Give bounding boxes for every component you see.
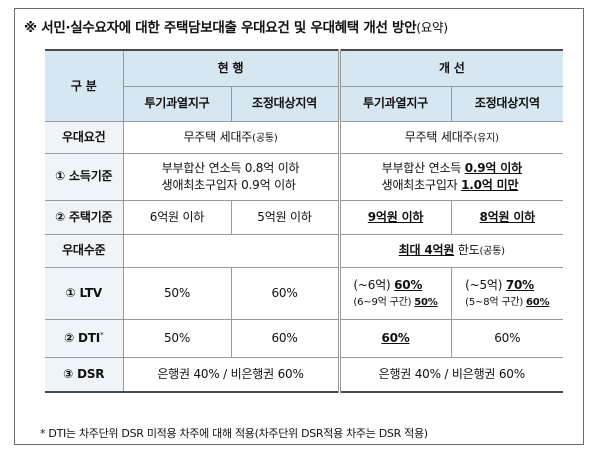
ltv-imp-z1-value2: 50% <box>414 296 438 308</box>
header-row-2: 투기과열지구 조정대상지역 투기과열지구 조정대상지역 <box>45 85 564 122</box>
header-current: 현 행 <box>122 49 341 87</box>
ltv-imp-z1-range1: (~6억) <box>353 277 395 292</box>
requirement-current-note: (공통) <box>252 132 278 144</box>
income-improved-line2a: 생애최초구입자 <box>381 177 462 192</box>
requirement-improved-text: 무주택 세대주 <box>404 129 474 144</box>
label-house: ② 주택기준 <box>45 199 124 235</box>
requirement-improved: 무주택 세대주(유지) <box>338 120 564 154</box>
income-improved-line1b: 0.9억 이하 <box>464 161 522 176</box>
label-ltv: ① LTV <box>45 266 124 320</box>
level-current <box>122 233 341 268</box>
document-frame <box>14 8 584 445</box>
house-improved-zone2-text: 8억원 이하 <box>479 209 536 224</box>
row-level: 우대수준 최대 4억원 한도(공통) <box>45 233 564 268</box>
level-improved-amount: 최대 4억원 <box>398 243 455 258</box>
ltv-imp-z1-value1: 60% <box>394 277 423 292</box>
income-improved: 부부합산 연소득 0.9억 이하 생애최초구입자 1.0억 미만 <box>338 152 564 201</box>
label-dti-footnote-mark: * <box>100 330 104 339</box>
house-current-zone1: 6억원 이하 <box>122 199 232 235</box>
house-improved-zone1: 9억원 이하 <box>338 199 452 235</box>
dti-current-zone1: 50% <box>122 318 232 358</box>
ltv-imp-z2-range2: (5~8억 구간) <box>465 296 527 308</box>
header-improved-zone2: 조정대상지역 <box>450 85 564 122</box>
policy-table: 구 분 현 행 개 선 투기과열지구 조정대상지역 투기과열지구 조정대상지역 … <box>45 49 564 393</box>
header-row-1: 구 분 현 행 개 선 <box>45 49 564 122</box>
income-current: 부부합산 연소득 0.8억 이하 생애최초구입자 0.9억 이하 <box>122 152 341 201</box>
title-suffix: (요약) <box>416 20 448 35</box>
label-income: ① 소득기준 <box>45 152 124 201</box>
ltv-current-zone1: 50% <box>122 266 232 320</box>
requirement-current-text: 무주택 세대주 <box>183 129 253 144</box>
label-dti-text: ② DTI <box>64 330 101 345</box>
house-current-zone2: 5억원 이하 <box>230 199 341 235</box>
dti-current-zone2: 60% <box>230 318 341 358</box>
label-dti: ② DTI* <box>45 318 124 358</box>
level-improved-limit: 한도 <box>454 243 480 258</box>
header-current-zone2: 조정대상지역 <box>230 85 341 122</box>
label-requirement: 우대요건 <box>45 120 124 154</box>
income-current-line2: 생애최초구입자 0.9억 이하 <box>161 177 296 192</box>
ltv-improved-zone1: (~6억) 60% (6~9억 구간) 50% <box>338 266 452 320</box>
ltv-imp-z2-range1: (~5억) <box>465 277 506 292</box>
header-improved-zone1: 투기과열지구 <box>338 85 452 122</box>
footnote: * DTI는 차주단위 DSR 미적용 차주에 대해 적용(차주단위 DSR적용… <box>40 427 428 440</box>
row-dsr: ③ DSR 은행권 40% / 비은행권 60% 은행권 40% / 비은행권 … <box>45 356 564 393</box>
house-improved-zone1-text: 9억원 이하 <box>367 209 424 224</box>
row-requirement: 우대요건 무주택 세대주(공통) 무주택 세대주(유지) <box>45 120 564 154</box>
ltv-imp-z2-value1: 70% <box>505 277 534 292</box>
row-house: ② 주택기준 6억원 이하 5억원 이하 9억원 이하 8억원 이하 <box>45 199 564 235</box>
document-title: ※ 서민·실수요자에 대한 주택담보대출 우대요건 및 우대혜택 개선 방안(요… <box>24 16 448 36</box>
label-dsr: ③ DSR <box>45 356 124 393</box>
header-current-zone1: 투기과열지구 <box>123 85 232 122</box>
dsr-improved: 은행권 40% / 비은행권 60% <box>338 356 564 393</box>
ltv-improved-zone2: (~5억) 70% (5~8억 구간) 60% <box>450 266 564 320</box>
level-improved: 최대 4억원 한도(공통) <box>338 233 564 268</box>
dti-improved-zone2: 60% <box>450 318 564 358</box>
header-category: 구 분 <box>45 49 124 122</box>
income-current-line1: 부부합산 연소득 0.8억 이하 <box>161 161 300 176</box>
house-improved-zone2: 8억원 이하 <box>450 199 564 235</box>
requirement-improved-note: (유지) <box>473 132 499 144</box>
header-improved: 개 선 <box>338 49 564 87</box>
ltv-current-zone2: 60% <box>230 266 341 320</box>
title-main: ※ 서민·실수요자에 대한 주택담보대출 우대요건 및 우대혜택 개선 방안 <box>24 20 417 36</box>
row-dti: ② DTI* 50% 60% 60% 60% <box>45 318 564 358</box>
ltv-imp-z1-range2: (6~9억 구간) <box>353 296 415 308</box>
income-improved-line1a: 부부합산 연소득 <box>381 161 465 176</box>
income-improved-line2b: 1.0억 미만 <box>461 177 519 192</box>
dti-improved-zone1: 60% <box>338 318 452 358</box>
row-ltv: ① LTV 50% 60% (~6억) 60% (6~9억 구간) 50% (~… <box>45 266 564 320</box>
label-level: 우대수준 <box>45 233 124 268</box>
level-improved-note: (공통) <box>479 246 505 258</box>
ltv-imp-z2-value2: 60% <box>526 296 550 308</box>
dsr-current: 은행권 40% / 비은행권 60% <box>122 356 341 393</box>
dti-improved-zone1-text: 60% <box>381 330 410 345</box>
requirement-current: 무주택 세대주(공통) <box>122 120 341 154</box>
row-income: ① 소득기준 부부합산 연소득 0.8억 이하 생애최초구입자 0.9억 이하 … <box>45 152 564 201</box>
